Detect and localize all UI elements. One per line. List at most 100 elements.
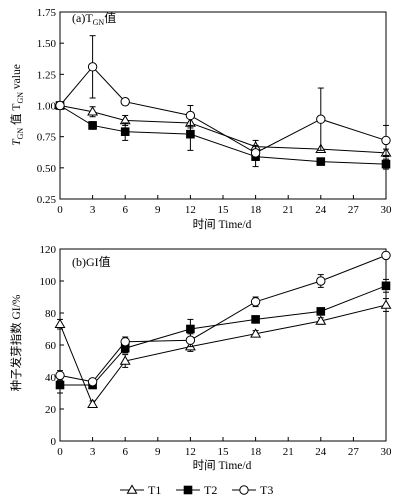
panel-b-title: (b)GI值 xyxy=(72,254,111,269)
b-x-tick-label: 3 xyxy=(90,446,96,458)
legend-item-t1: T1 xyxy=(120,483,161,497)
a-y-tick-label: 1.25 xyxy=(37,69,57,81)
a-y-tick-label: 0.25 xyxy=(37,194,57,206)
a-plot-frame xyxy=(59,11,387,200)
b-x-tick-label: 6 xyxy=(122,446,128,458)
b-y-tick-label: 120 xyxy=(40,244,57,256)
panel-b-plot-area: 0 3 6 9 12 15 18 21 24 27 30 0 20 40 60 80 100 120 xyxy=(40,244,393,458)
b-point-t1 xyxy=(380,299,392,309)
a-x-tick-label: 6 xyxy=(122,204,128,216)
b-x-tick-label: 24 xyxy=(315,446,327,458)
b-y-tick-label: 60 xyxy=(45,340,57,352)
a-point-t3 xyxy=(250,148,261,158)
a-point-t3 xyxy=(316,114,326,124)
a-series-t2 xyxy=(55,101,391,170)
a-series-t3 xyxy=(55,35,391,161)
b-x-tick-label: 0 xyxy=(57,446,63,458)
b-point-t3 xyxy=(55,370,65,381)
a-x-tick-label: 18 xyxy=(250,204,262,216)
b-y-tick-label: 80 xyxy=(45,308,57,320)
legend-item-t3: T3 xyxy=(232,483,273,497)
b-x-tick-label: 12 xyxy=(185,446,196,458)
b-point-t2 xyxy=(316,307,326,316)
b-series-t1 xyxy=(54,298,392,409)
b-point-t3 xyxy=(87,377,98,387)
a-y-tick-label: 0.50 xyxy=(37,163,57,175)
a-x-tick-label: 27 xyxy=(348,204,360,216)
b-point-t3 xyxy=(185,335,196,345)
panel-b-x-axis-label: 时间 Time/d xyxy=(193,459,252,472)
panel-b-gi: 0 3 6 9 12 15 18 21 24 27 30 0 20 40 60 80 100 120 (b)GI值… xyxy=(9,244,392,472)
a-point-t3 xyxy=(185,110,196,121)
b-y-tick-label: 0 xyxy=(51,436,57,448)
a-point-t2 xyxy=(381,159,391,169)
a-point-t3 xyxy=(87,62,98,72)
a-x-tick-label: 0 xyxy=(57,204,63,216)
b-point-t3 xyxy=(120,337,130,347)
a-x-tick-label: 12 xyxy=(185,204,196,216)
legend-marker xyxy=(183,485,193,495)
b-series-t3 xyxy=(55,250,391,387)
b-point-t1 xyxy=(119,355,131,365)
legend-label: T1 xyxy=(148,483,161,497)
panel-a-title: (a)TGN值 xyxy=(72,10,116,27)
a-x-tick-label: 9 xyxy=(155,204,161,216)
a-point-t3 xyxy=(55,100,65,111)
b-point-t1 xyxy=(87,398,99,409)
legend-label: T3 xyxy=(260,483,273,497)
a-y-tick-label: 1.75 xyxy=(37,7,57,19)
b-series-line-t1 xyxy=(59,304,387,406)
a-point-t1 xyxy=(87,106,99,116)
legend-item-t2: T2 xyxy=(176,483,217,497)
a-y-tick-label: 1.50 xyxy=(37,38,57,50)
a-x-tick-label: 24 xyxy=(315,204,327,216)
b-point-t1 xyxy=(250,328,262,338)
b-series-line-t2 xyxy=(60,285,387,386)
panel-a-tgn: 0 3 6 9 12 15 18 21 24 27 30 0.25 0.50 0.75 1.00 1.25 1.… xyxy=(10,7,392,231)
b-x-tick-label: 30 xyxy=(381,446,393,458)
a-x-tick-label: 3 xyxy=(90,204,96,216)
legend: T1 T2 T3 xyxy=(120,483,273,497)
b-point-t2 xyxy=(55,380,65,390)
b-x-tick-label: 21 xyxy=(283,446,294,458)
legend-marker xyxy=(126,484,138,494)
b-point-t3 xyxy=(381,250,391,261)
a-point-t2 xyxy=(316,157,326,166)
b-point-t2 xyxy=(381,281,391,291)
a-x-tick-label: 30 xyxy=(381,204,393,216)
a-point-t3 xyxy=(120,97,130,107)
b-x-tick-label: 15 xyxy=(218,446,230,458)
a-y-tick-label: 0.75 xyxy=(37,132,57,144)
b-point-t2 xyxy=(186,324,195,334)
a-x-tick-label: 21 xyxy=(283,204,294,216)
a-point-t2 xyxy=(88,121,97,130)
legend-label: T2 xyxy=(204,483,217,497)
b-x-tick-label: 18 xyxy=(250,446,262,458)
b-x-tick-label: 27 xyxy=(348,446,360,458)
b-point-t1 xyxy=(54,318,66,329)
b-series-t2 xyxy=(55,278,391,394)
a-y-tick-label: 1.00 xyxy=(37,101,57,113)
a-point-t3 xyxy=(381,135,391,146)
a-series-t1 xyxy=(54,99,392,158)
b-y-tick-label: 100 xyxy=(40,276,57,288)
b-point-t3 xyxy=(316,276,326,286)
panel-a-y-axis-label: TGN 值 TGN value xyxy=(10,64,25,146)
b-series-line-t3 xyxy=(59,254,387,383)
b-point-t2 xyxy=(251,315,260,324)
a-series-line-t3 xyxy=(59,66,387,154)
b-point-t1 xyxy=(315,315,327,325)
b-y-tick-label: 40 xyxy=(45,372,57,384)
panel-a-x-axis-label: 时间 Time/d xyxy=(193,218,252,231)
panel-b-y-axis-label: 种子发芽指数 GI/% xyxy=(9,294,23,391)
b-x-tick-label: 9 xyxy=(155,446,161,458)
b-point-t3 xyxy=(250,297,261,307)
a-point-t2 xyxy=(120,127,130,136)
b-y-tick-label: 20 xyxy=(45,404,57,416)
a-x-tick-label: 15 xyxy=(218,204,230,216)
panel-a-plot-area: 0 3 6 9 12 15 18 21 24 27 30 0.25 0.50 0.75 1.00 1.25 1.… xyxy=(37,7,392,216)
legend-marker xyxy=(239,485,249,495)
b-plot-frame xyxy=(59,248,387,442)
a-point-t2 xyxy=(186,129,195,139)
